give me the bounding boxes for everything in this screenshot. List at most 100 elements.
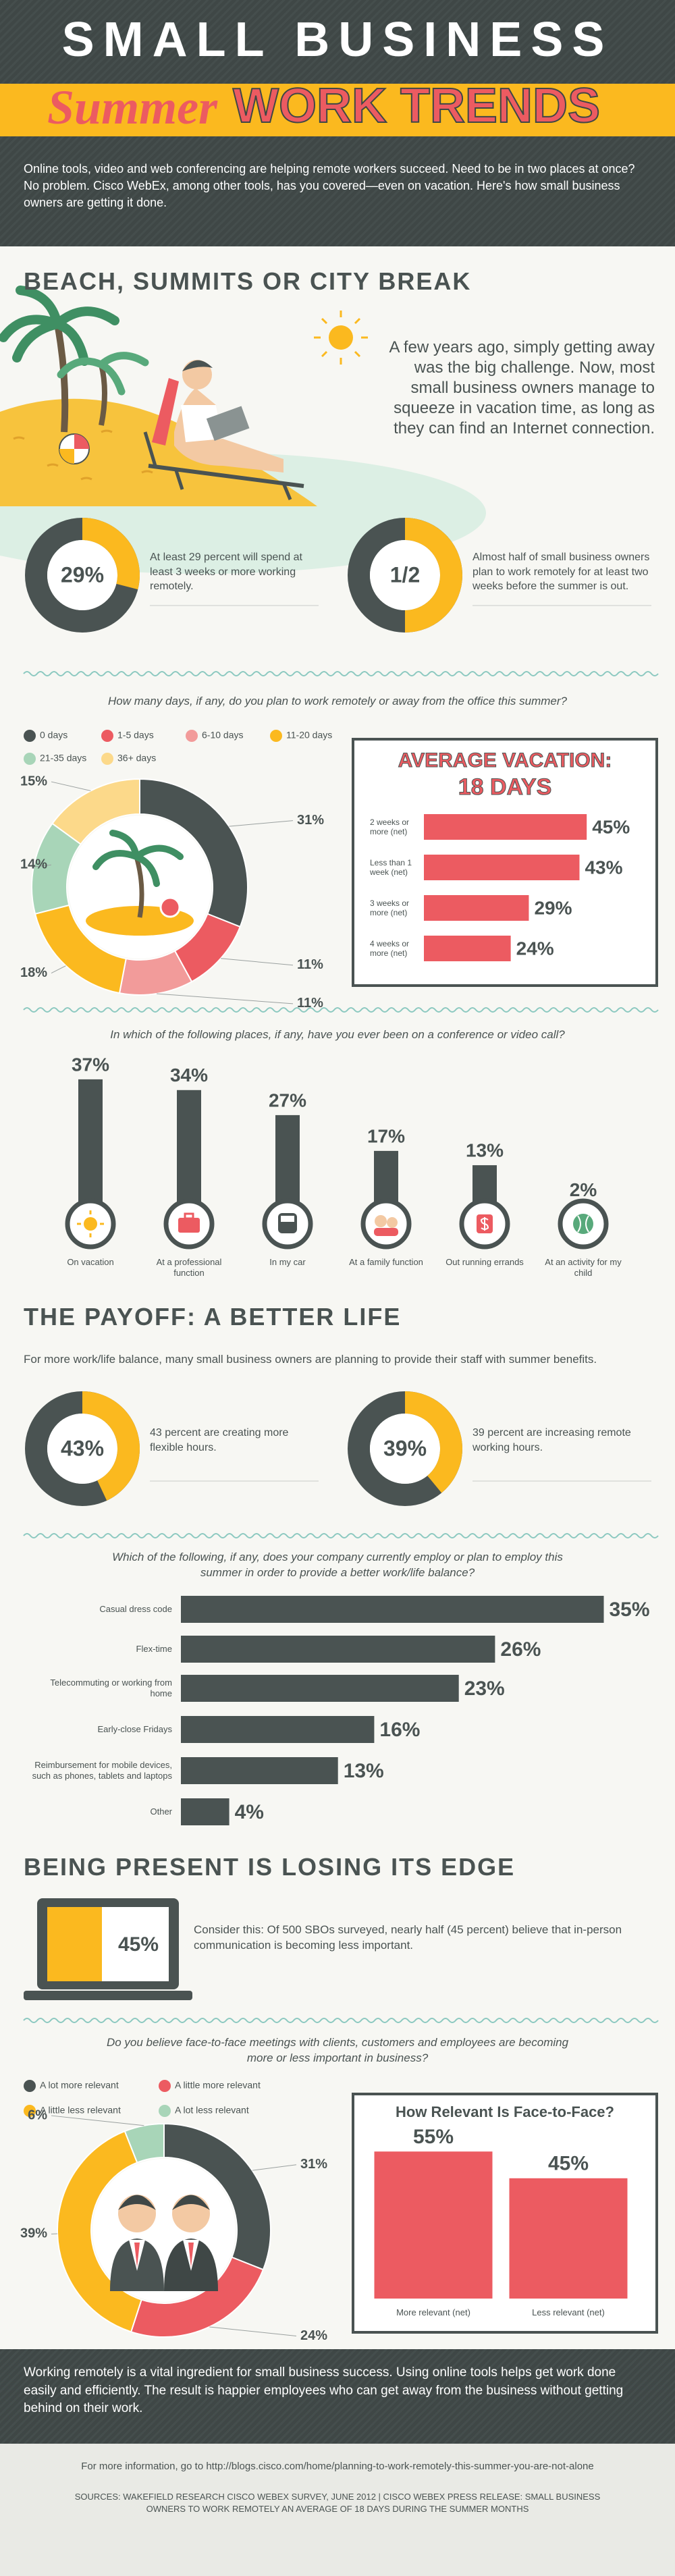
beach-illustration bbox=[0, 286, 486, 574]
bar-value-label: 43% bbox=[585, 857, 622, 878]
icon-sun bbox=[84, 1217, 97, 1231]
pie-segment bbox=[124, 2122, 165, 2164]
legend-swatch bbox=[24, 2080, 36, 2092]
donut-text: 39 percent are increasing remote working… bbox=[473, 1427, 631, 1453]
laptop-label: 45% bbox=[118, 1933, 159, 1956]
pie-label: 31% bbox=[297, 813, 324, 828]
legend-swatch bbox=[24, 2105, 36, 2117]
header-subtitle-script: Summer bbox=[47, 80, 218, 134]
bar-value-label: 16% bbox=[379, 1719, 420, 1741]
pie-label: 15% bbox=[20, 774, 47, 788]
donut-label: 29% bbox=[61, 562, 104, 587]
donut-hole bbox=[370, 1414, 440, 1484]
column-category: In my car bbox=[269, 1257, 306, 1267]
legend-label: A little more relevant bbox=[175, 2080, 261, 2091]
legend-swatch bbox=[101, 730, 113, 742]
box-title: AVERAGE VACATION: bbox=[398, 749, 612, 772]
pie-label: 14% bbox=[20, 857, 47, 871]
bar-category: 2 weeks or more (net) bbox=[370, 817, 410, 836]
column-category: On vacation bbox=[67, 1257, 114, 1267]
donut-text: Almost half of small business owners pla… bbox=[473, 552, 650, 593]
donut-label: 43% bbox=[61, 1436, 104, 1460]
column-category: Out running errands bbox=[446, 1257, 524, 1267]
bar-category: Flex-time bbox=[136, 1644, 172, 1655]
legend-label: A lot more relevant bbox=[40, 2080, 119, 2091]
column-category: At a professional function bbox=[156, 1257, 222, 1279]
section-text: For more work/life balance, many small b… bbox=[24, 1353, 597, 1366]
footer-more-info: For more information, go to http://blogs… bbox=[81, 2461, 594, 2472]
section-text: A few years ago, simply getting away was… bbox=[389, 338, 655, 437]
bar-value-label: 35% bbox=[610, 1599, 650, 1621]
footer-background bbox=[0, 2349, 675, 2444]
bar-value-label: 45% bbox=[592, 816, 630, 837]
column bbox=[509, 2178, 628, 2299]
icon-face bbox=[375, 1215, 387, 1227]
bar bbox=[424, 936, 511, 961]
leader-line bbox=[252, 2164, 297, 2171]
donut-text: 43 percent are creating more flexible ho… bbox=[150, 1427, 289, 1453]
column bbox=[275, 1115, 300, 1212]
leader-line bbox=[51, 2115, 144, 2126]
leader-line bbox=[51, 965, 66, 974]
leader-line bbox=[33, 864, 52, 867]
bar bbox=[424, 855, 580, 880]
separator bbox=[23, 671, 659, 676]
bar-category: 3 weeks or more (net) bbox=[370, 898, 410, 917]
donut-text: At least 29 percent will spend at least … bbox=[150, 552, 302, 593]
header-subtitle: WORK TRENDS bbox=[232, 78, 601, 134]
column-category: At an activity for my child bbox=[545, 1257, 622, 1279]
legend-swatch bbox=[24, 753, 36, 765]
icon-car-window bbox=[281, 1216, 294, 1222]
laptop-base bbox=[24, 1991, 192, 2000]
pie-label: 11% bbox=[297, 957, 323, 972]
legend-label: A lot less relevant bbox=[175, 2105, 249, 2116]
pie-label: 11% bbox=[297, 996, 323, 1011]
person-tie bbox=[188, 2243, 194, 2268]
icon-ball bbox=[573, 1214, 593, 1234]
legend-label: 6-10 days bbox=[202, 730, 243, 741]
column-value-label: 17% bbox=[367, 1125, 405, 1146]
pie-label: 31% bbox=[300, 2157, 327, 2172]
box-title: How Relevant Is Face-to-Face? bbox=[396, 2103, 614, 2120]
icon-briefcase bbox=[178, 1218, 200, 1233]
column-value-label: 37% bbox=[72, 1054, 109, 1075]
donut-hole bbox=[47, 540, 117, 610]
donut-hole bbox=[370, 540, 440, 610]
separator bbox=[23, 1533, 659, 1538]
bar bbox=[181, 1596, 604, 1623]
bar-value-label: 23% bbox=[464, 1678, 505, 1700]
legend-swatch bbox=[159, 2080, 171, 2092]
bar bbox=[181, 1636, 495, 1663]
header-title: SMALL BUSINESS bbox=[61, 13, 614, 67]
legend-label: 11-20 days bbox=[286, 730, 332, 741]
bar bbox=[181, 1716, 375, 1743]
icon-briefcase-handle bbox=[184, 1212, 194, 1220]
donut-arc bbox=[405, 1391, 462, 1493]
icon-ball-seam bbox=[577, 1215, 589, 1233]
column-value-label: 45% bbox=[548, 2153, 589, 2175]
bar bbox=[424, 895, 529, 921]
section-text: Consider this: Of 500 SBOs surveyed, nea… bbox=[194, 1923, 622, 1952]
column bbox=[374, 2151, 493, 2299]
palm-leaves bbox=[92, 830, 184, 887]
legend-label: 0 days bbox=[40, 730, 68, 741]
bar bbox=[181, 1798, 230, 1825]
column-value-label: 13% bbox=[466, 1139, 504, 1160]
beach-ball bbox=[159, 896, 181, 918]
footer-info-background bbox=[0, 2444, 675, 2576]
footer-sources: SOURCES: WAKEFIELD RESEARCH CISCO WEBEX … bbox=[74, 2492, 601, 2515]
header-intro: Online tools, video and web conferencing… bbox=[24, 162, 635, 210]
bar-category: Telecommuting or working from home bbox=[50, 1678, 172, 1698]
bar-value-label: 29% bbox=[534, 897, 572, 918]
footer-text: Working remotely is a vital ingredient f… bbox=[24, 2365, 624, 2416]
icon-sun-rays bbox=[77, 1210, 104, 1237]
bar bbox=[424, 814, 587, 840]
box-subtitle: 18 DAYS bbox=[458, 774, 552, 800]
bar-category: Other bbox=[150, 1806, 172, 1817]
legend-label: A little less relevant bbox=[40, 2105, 121, 2116]
leader-line bbox=[229, 820, 294, 827]
donut-hole bbox=[47, 1414, 117, 1484]
bar bbox=[181, 1675, 459, 1702]
